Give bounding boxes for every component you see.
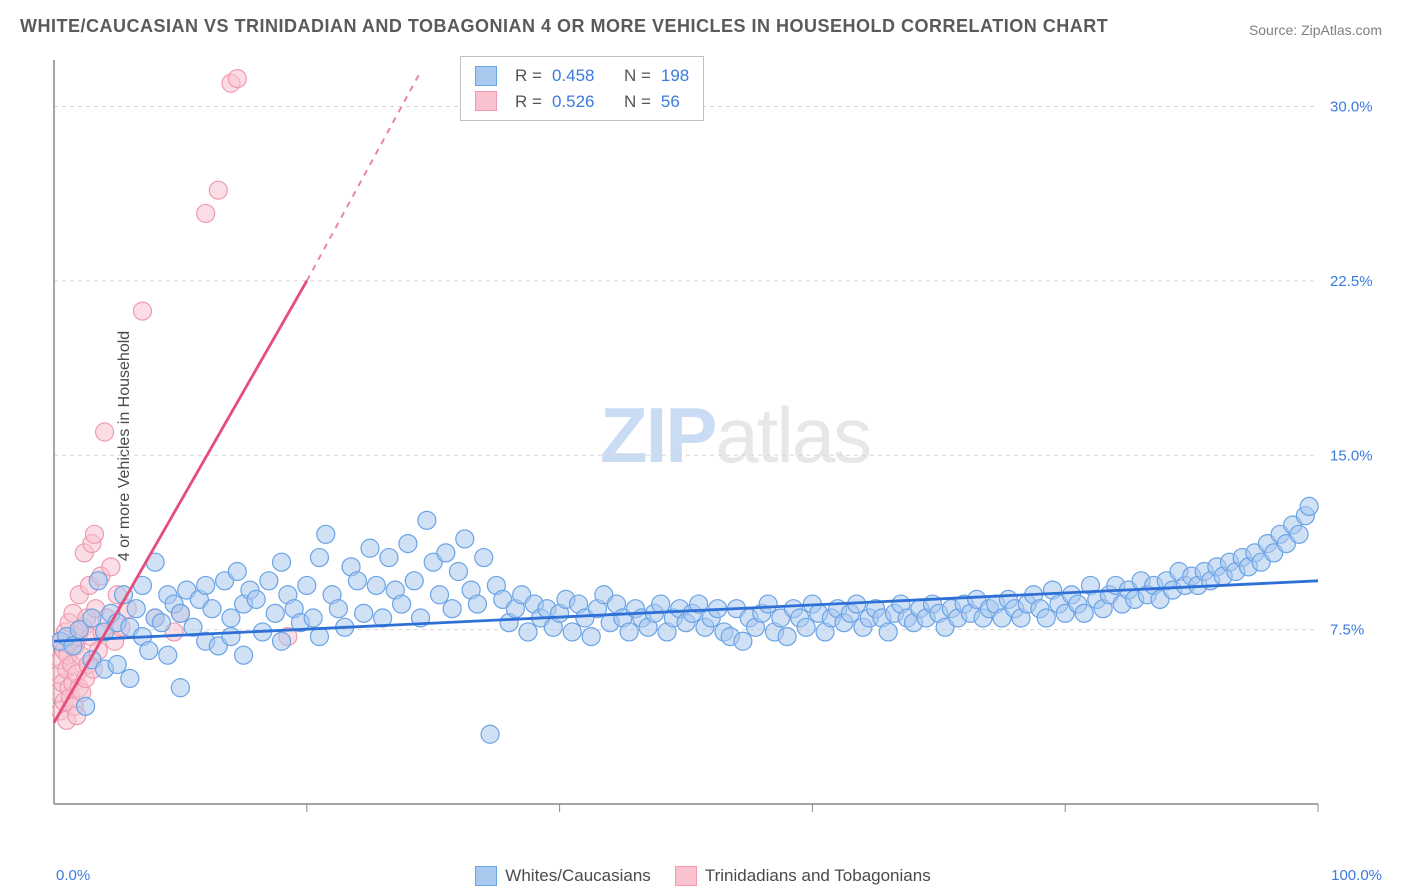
corr-n-value-2: 56 — [661, 89, 680, 115]
corr-legend-row-2: R = 0.526 N = 56 — [475, 89, 689, 115]
corr-r-value-2: 0.526 — [552, 89, 595, 115]
legend-label-1: Whites/Caucasians — [505, 866, 651, 886]
legend-item-1: Whites/Caucasians — [475, 866, 651, 886]
bottom-legend: Whites/Caucasians Trinidadians and Tobag… — [0, 866, 1406, 886]
legend-label-2: Trinidadians and Tobagonians — [705, 866, 931, 886]
corr-n-label: N = — [624, 63, 651, 89]
chart-title: WHITE/CAUCASIAN VS TRINIDADIAN AND TOBAG… — [20, 16, 1108, 37]
corr-n-value-1: 198 — [661, 63, 689, 89]
svg-text:30.0%: 30.0% — [1330, 99, 1373, 116]
svg-text:7.5%: 7.5% — [1330, 622, 1364, 639]
svg-text:15.0%: 15.0% — [1330, 447, 1373, 464]
corr-n-label: N = — [624, 89, 651, 115]
legend-swatch-pink — [475, 91, 497, 111]
correlation-legend: R = 0.458 N = 198 R = 0.526 N = 56 — [460, 56, 704, 121]
legend-swatch-1 — [475, 866, 497, 886]
legend-swatch-blue — [475, 66, 497, 86]
corr-r-label: R = — [515, 63, 542, 89]
corr-r-label: R = — [515, 89, 542, 115]
corr-r-value-1: 0.458 — [552, 63, 595, 89]
source-label: Source: ZipAtlas.com — [1249, 22, 1382, 38]
legend-swatch-2 — [675, 866, 697, 886]
legend-item-2: Trinidadians and Tobagonians — [675, 866, 931, 886]
scatter-plot: 7.5% 15.0% 22.5% 30.0% — [52, 54, 1388, 834]
corr-legend-row-1: R = 0.458 N = 198 — [475, 63, 689, 89]
svg-text:22.5%: 22.5% — [1330, 273, 1373, 290]
